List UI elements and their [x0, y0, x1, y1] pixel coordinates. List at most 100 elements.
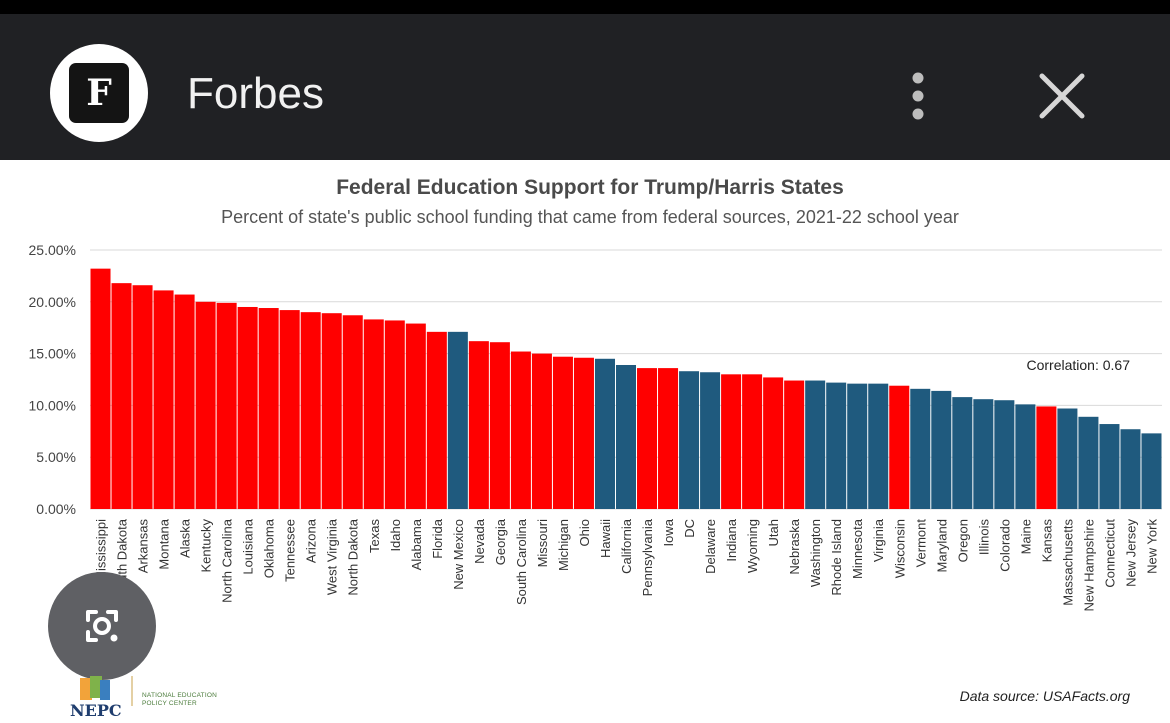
- bar-nebraska: [784, 380, 805, 509]
- bar-vermont: [910, 388, 931, 509]
- x-tick-label: Colorado: [997, 519, 1012, 572]
- x-tick-label: Iowa: [661, 518, 676, 546]
- nepc-abbrev: NEPC: [70, 701, 122, 720]
- x-tick-label: Michigan: [556, 519, 571, 571]
- bar-michigan: [552, 356, 573, 509]
- bar-montana: [153, 290, 174, 509]
- bar-illinois: [973, 399, 994, 509]
- bar-indiana: [721, 374, 742, 509]
- y-tick-label: 10.00%: [29, 397, 76, 413]
- bar-arizona: [300, 312, 321, 509]
- bar-north-dakota: [342, 315, 363, 509]
- bar-wisconsin: [889, 385, 910, 509]
- app-title: Forbes: [187, 69, 324, 118]
- x-tick-label: Arkansas: [136, 519, 151, 574]
- x-tick-label: Florida: [430, 518, 445, 559]
- bar-iowa: [658, 368, 679, 509]
- bar-oklahoma: [258, 308, 279, 509]
- bar-kentucky: [195, 301, 216, 509]
- y-tick-label: 0.00%: [36, 501, 76, 517]
- x-tick-label: Louisiana: [241, 518, 256, 574]
- close-icon[interactable]: [1030, 64, 1094, 128]
- bar-dc: [679, 371, 700, 509]
- bar-missouri: [531, 353, 552, 509]
- nepc-org-name: NATIONAL EDUCATION POLICY CENTER: [142, 692, 242, 708]
- bar-virginia: [868, 383, 889, 509]
- x-tick-label: Alabama: [409, 518, 424, 570]
- bar-colorado: [994, 400, 1015, 509]
- forbes-logo-letter: F: [69, 63, 129, 123]
- y-tick-label: 20.00%: [29, 294, 76, 310]
- bar-west-virginia: [321, 313, 342, 509]
- bar-idaho: [384, 320, 405, 509]
- bar-florida: [426, 331, 447, 509]
- bar-new-mexico: [447, 331, 468, 509]
- bar-chart: Federal Education Support for Trump/Harr…: [29, 176, 1162, 611]
- y-tick-label: 5.00%: [36, 449, 76, 465]
- x-tick-label: Illinois: [976, 519, 991, 556]
- bar-kansas: [1036, 406, 1057, 509]
- x-tick-label: Idaho: [388, 519, 403, 552]
- bar-minnesota: [847, 383, 868, 509]
- nepc-org-name-line2: POLICY CENTER: [142, 700, 197, 707]
- bar-nevada: [468, 341, 489, 509]
- x-tick-label: Arizona: [304, 518, 319, 563]
- x-tick-label: Texas: [367, 519, 382, 553]
- bar-alaska: [174, 294, 195, 509]
- bar-alabama: [405, 323, 426, 509]
- x-tick-label: Oklahoma: [262, 518, 277, 578]
- x-tick-label: Tennessee: [283, 519, 298, 582]
- x-tick-label: Maryland: [934, 519, 949, 572]
- x-tick-label: West Virginia: [325, 518, 340, 595]
- bar-tennessee: [279, 310, 300, 509]
- bar-hawaii: [594, 358, 615, 509]
- x-tick-label: Alaska: [178, 518, 193, 558]
- chart-title: Federal Education Support for Trump/Harr…: [336, 176, 844, 199]
- x-tick-label: Kansas: [1039, 519, 1054, 563]
- x-tick-label: Oregon: [955, 519, 970, 562]
- bar-new-jersey: [1120, 429, 1141, 509]
- x-tick-label: Maine: [1018, 519, 1033, 554]
- correlation-annotation: Correlation: 0.67: [1026, 357, 1130, 373]
- google-lens-icon[interactable]: [48, 572, 156, 680]
- x-tick-label: DC: [682, 519, 697, 538]
- x-tick-label: Hawaii: [598, 519, 613, 558]
- x-tick-label: Washington: [808, 519, 823, 587]
- x-tick-label: Connecticut: [1102, 519, 1117, 588]
- x-tick-label: New Jersey: [1123, 519, 1138, 587]
- x-tick-label: Georgia: [493, 518, 508, 565]
- x-tick-label: Rhode Island: [829, 519, 844, 596]
- x-tick-label: Pennsylvania: [640, 518, 655, 596]
- more-vert-icon[interactable]: [898, 66, 938, 126]
- chart-image-area: Federal Education Support for Trump/Harr…: [0, 160, 1170, 718]
- status-strip: [0, 0, 1170, 14]
- x-tick-label: Missouri: [535, 519, 550, 568]
- bar-arkansas: [132, 285, 153, 509]
- nepc-logo: [68, 676, 248, 718]
- x-tick-label: Virginia: [871, 518, 886, 562]
- bar-mississippi: [90, 268, 111, 509]
- x-tick-label: North Carolina: [220, 518, 235, 603]
- x-tick-label: Vermont: [913, 519, 928, 568]
- bar-ohio: [573, 357, 594, 509]
- bar-pennsylvania: [637, 368, 658, 509]
- x-tick-label: Wisconsin: [892, 519, 907, 578]
- x-tick-label: Nebraska: [787, 518, 802, 574]
- bar-new-york: [1141, 433, 1162, 509]
- x-tick-label: Nevada: [472, 518, 487, 564]
- x-tick-label: Indiana: [724, 518, 739, 561]
- x-tick-label: Mississippi: [94, 519, 109, 582]
- nepc-org-name-line1: NATIONAL EDUCATION: [142, 692, 217, 699]
- x-tick-label: Massachusetts: [1060, 519, 1075, 606]
- x-tick-label: New Mexico: [451, 519, 466, 590]
- bar-utah: [763, 377, 784, 509]
- y-tick-label: 25.00%: [29, 242, 76, 258]
- bar-maryland: [931, 390, 952, 509]
- x-tick-label: Montana: [157, 518, 172, 569]
- bar-georgia: [489, 342, 510, 509]
- bar-delaware: [700, 372, 721, 509]
- y-tick-label: 15.00%: [29, 346, 76, 362]
- x-tick-label: New York: [1144, 519, 1159, 574]
- bar-south-carolina: [510, 351, 531, 509]
- bar-new-hampshire: [1078, 416, 1099, 509]
